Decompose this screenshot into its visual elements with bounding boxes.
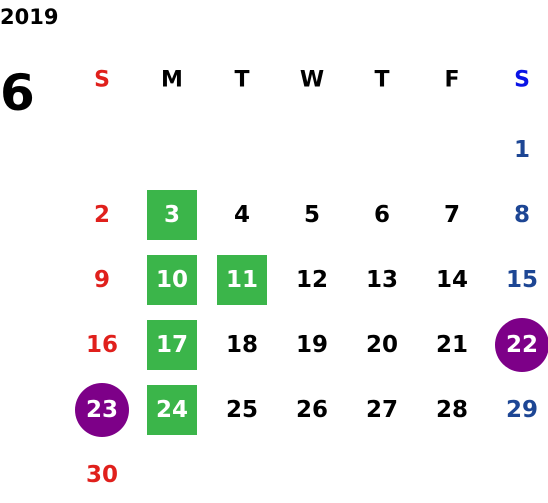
day[interactable]: 22 <box>506 332 538 358</box>
day[interactable]: 11 <box>226 267 258 293</box>
day[interactable]: 6 <box>374 202 390 228</box>
day[interactable]: 27 <box>366 397 398 423</box>
day[interactable]: 29 <box>506 397 538 423</box>
day[interactable]: 8 <box>514 202 530 228</box>
highlight-circle <box>75 383 129 437</box>
day[interactable]: 19 <box>296 332 328 358</box>
day[interactable]: 13 <box>366 267 398 293</box>
day[interactable]: 15 <box>506 267 538 293</box>
weekday-header: S <box>94 68 110 93</box>
day[interactable]: 10 <box>156 267 188 293</box>
year: 2019 <box>0 5 58 29</box>
day[interactable]: 5 <box>304 202 320 228</box>
weekday-header: W <box>300 68 324 93</box>
day[interactable]: 1 <box>514 137 530 163</box>
day[interactable]: 25 <box>226 397 258 423</box>
highlight-square <box>147 385 197 435</box>
day[interactable]: 30 <box>86 462 118 488</box>
highlight-square <box>147 190 197 240</box>
day[interactable]: 21 <box>436 332 468 358</box>
day[interactable]: 2 <box>94 202 110 228</box>
day[interactable]: 12 <box>296 267 328 293</box>
day[interactable]: 3 <box>164 202 180 228</box>
day[interactable]: 17 <box>156 332 188 358</box>
day[interactable]: 28 <box>436 397 468 423</box>
weekday-header: T <box>234 68 249 93</box>
highlight-square <box>217 255 267 305</box>
month: 6 <box>0 64 35 122</box>
highlight-square <box>147 255 197 305</box>
day[interactable]: 20 <box>366 332 398 358</box>
weekday-header: T <box>374 68 389 93</box>
day[interactable]: 9 <box>94 267 110 293</box>
day[interactable]: 18 <box>226 332 258 358</box>
day[interactable]: 4 <box>234 202 250 228</box>
day[interactable]: 24 <box>156 397 188 423</box>
weekday-header: M <box>161 68 183 93</box>
highlight-circle <box>495 318 548 372</box>
day[interactable]: 7 <box>444 202 460 228</box>
day[interactable]: 26 <box>296 397 328 423</box>
day[interactable]: 14 <box>436 267 468 293</box>
weekday-header: S <box>514 68 530 93</box>
day[interactable]: 23 <box>86 397 118 423</box>
day[interactable]: 16 <box>86 332 118 358</box>
highlight-square <box>147 320 197 370</box>
weekday-header: F <box>444 68 459 93</box>
